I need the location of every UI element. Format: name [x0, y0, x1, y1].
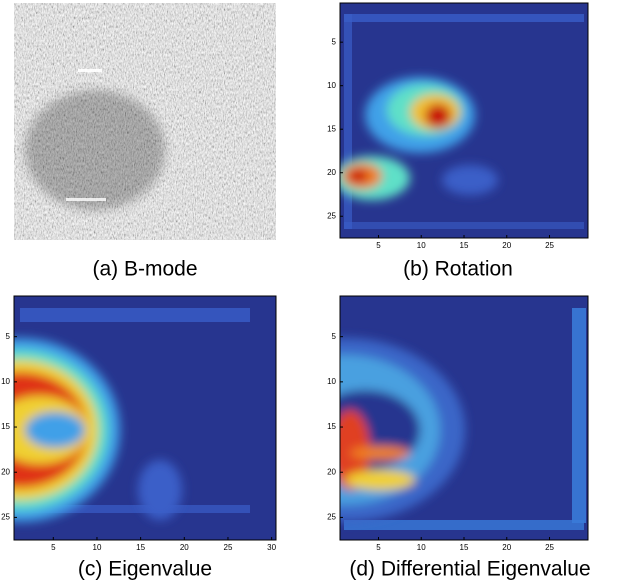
bmode-image: [14, 3, 276, 240]
y-tick-label: 20: [1, 467, 10, 476]
x-tick-label: 10: [417, 241, 426, 250]
heatmap: [225, 296, 588, 540]
caption: (b) Rotation: [403, 258, 513, 281]
y-tick-label: 15: [327, 422, 336, 431]
y-tick-label: 5: [6, 332, 11, 341]
x-tick-label: 20: [180, 543, 189, 552]
x-tick-label: 15: [460, 543, 469, 552]
y-tick-label: 20: [327, 467, 336, 476]
x-tick-label: 5: [51, 543, 56, 552]
y-tick-label: 25: [327, 513, 336, 522]
figure: (a) B-mode (b) Rotation 5 10 15 20 25 5 10 15 20 25…: [0, 0, 621, 583]
page: (a) B-mode (b) Rotation 5 10 15 20 25 5 10 15 20 25…: [0, 0, 621, 583]
x-tick-label: 25: [545, 543, 554, 552]
y-tick-label: 5: [332, 332, 337, 341]
y-tick-label: 25: [1, 513, 10, 522]
y-tick-label: 10: [327, 377, 336, 386]
y-tick-label: 10: [327, 81, 336, 90]
caption: (c) Eigenvalue: [78, 558, 212, 581]
caption: (a) B-mode: [92, 258, 197, 281]
x-tick-label: 30: [267, 543, 276, 552]
x-tick-label: 20: [502, 241, 511, 250]
caption: (d) Differential Eigenvalue: [349, 558, 590, 581]
x-tick-label: 15: [460, 241, 469, 250]
heatmap: [0, 296, 276, 540]
y-tick-label: 15: [327, 124, 336, 133]
x-tick-label: 20: [502, 543, 511, 552]
x-tick-label: 25: [545, 241, 554, 250]
y-tick-label: 15: [1, 422, 10, 431]
y-tick-label: 10: [1, 377, 10, 386]
y-tick-label: 20: [327, 168, 336, 177]
x-tick-label: 15: [136, 543, 145, 552]
heatmap: [334, 3, 588, 238]
y-tick-label: 5: [332, 37, 337, 46]
x-tick-label: 5: [376, 543, 381, 552]
x-tick-label: 25: [224, 543, 233, 552]
x-tick-label: 10: [417, 543, 426, 552]
x-tick-label: 5: [376, 241, 381, 250]
y-tick-label: 25: [327, 211, 336, 220]
x-tick-label: 10: [93, 543, 102, 552]
